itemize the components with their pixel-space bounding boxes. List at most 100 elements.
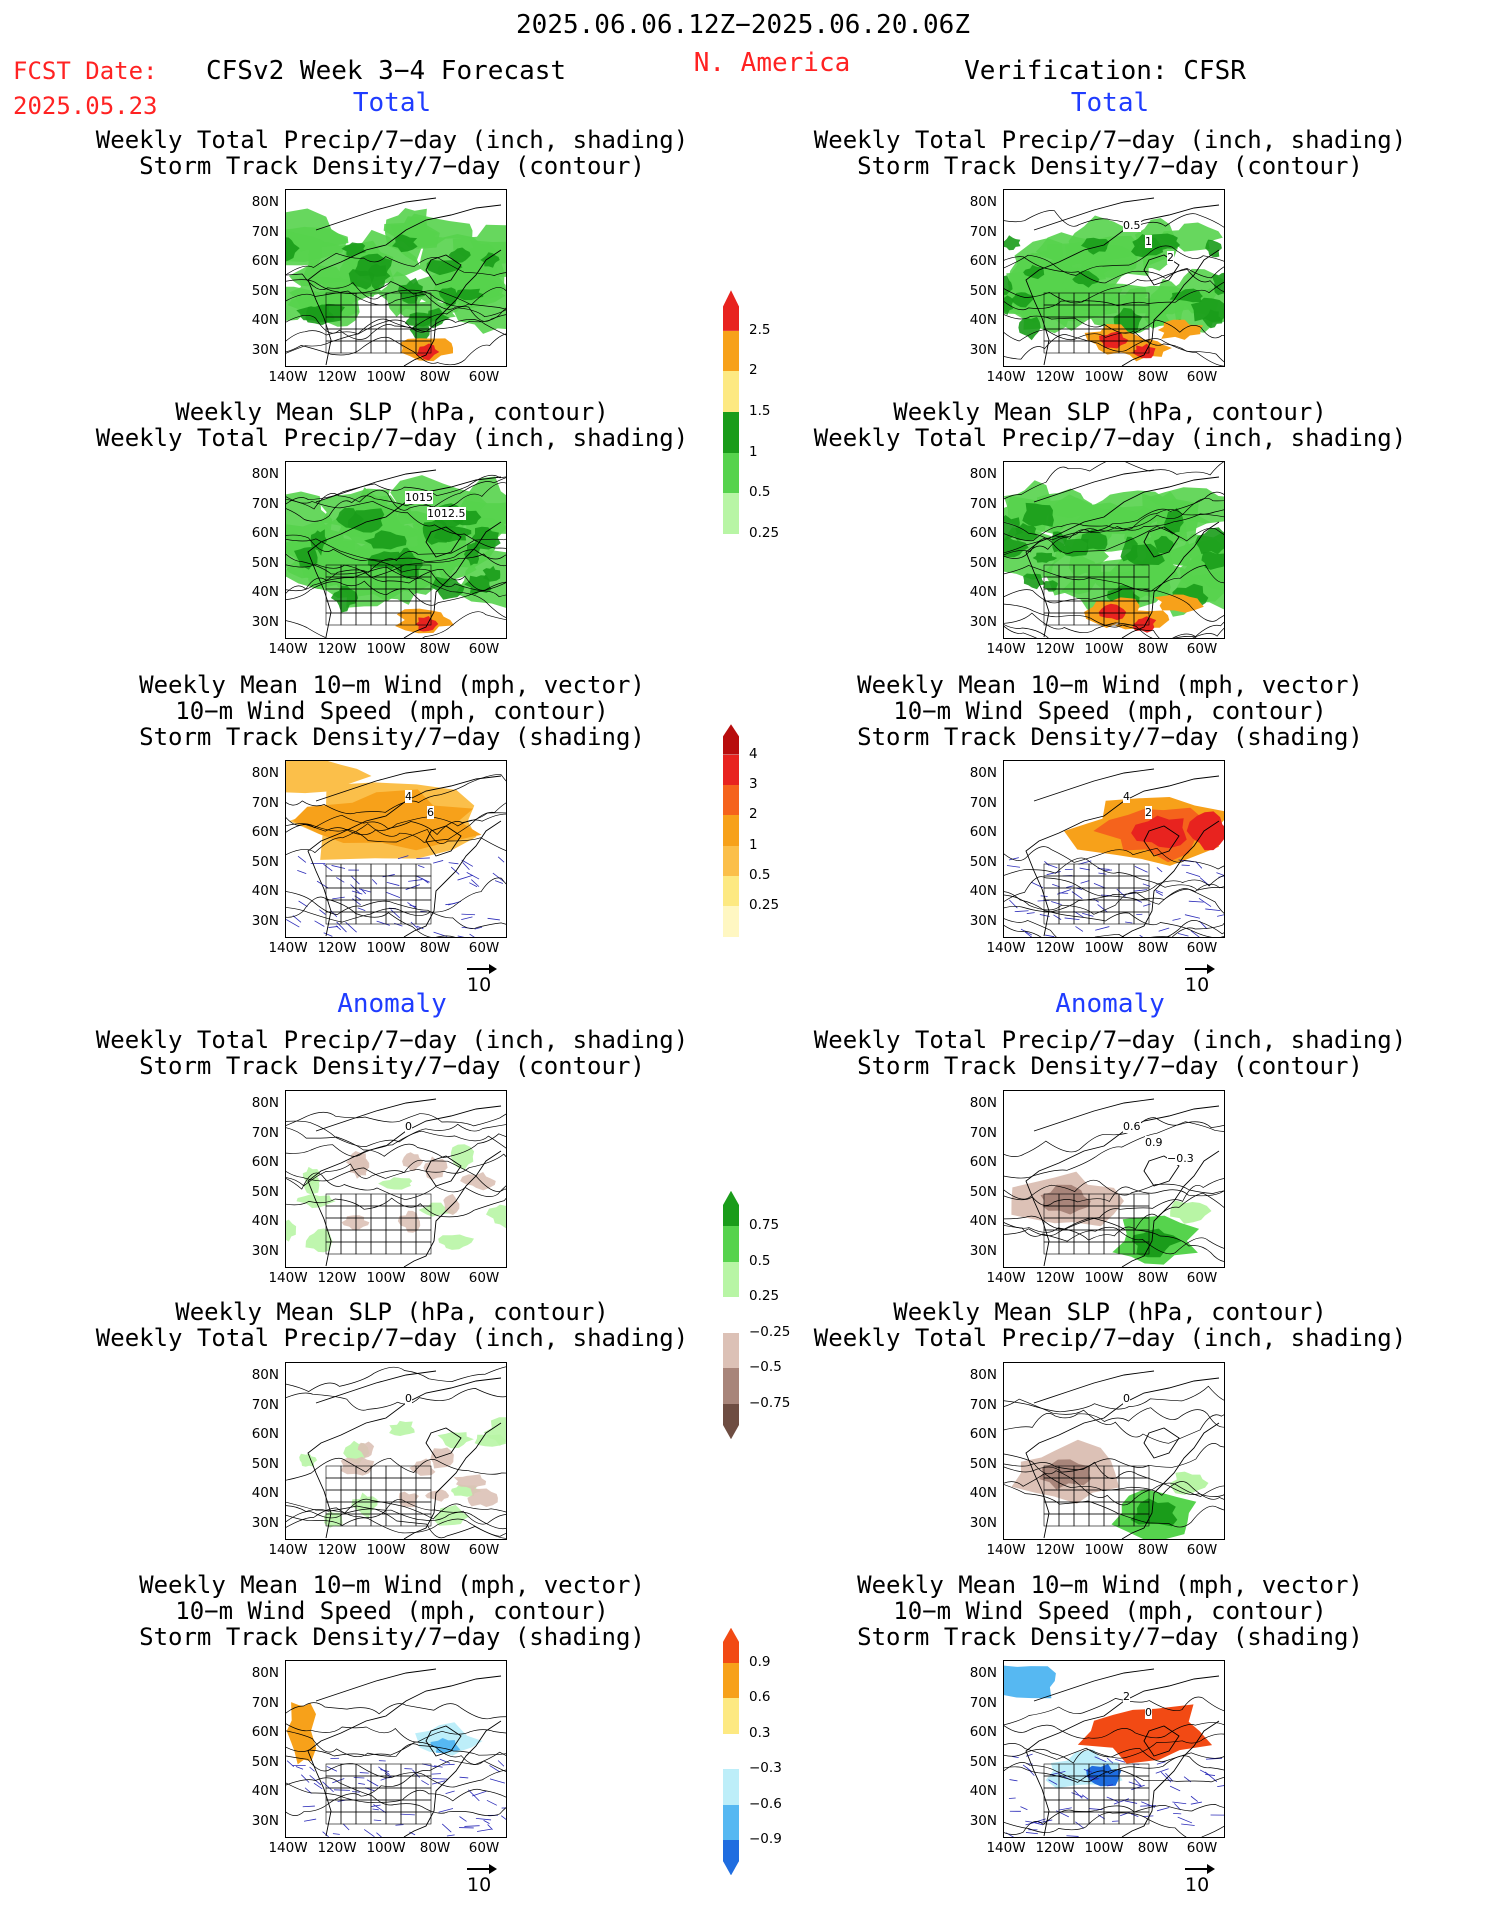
lon-tick-label: 80W	[419, 641, 451, 657]
colorbar-swatch	[723, 412, 739, 453]
panel-title-line: Weekly Total Precip/7−day (inch, shading…	[95, 1026, 689, 1054]
lon-tick-label: 100W	[1084, 1270, 1124, 1286]
lat-tick-label: 30N	[251, 1514, 279, 1531]
colorbar-swatch	[723, 1297, 739, 1333]
lat-tick-label: 40N	[251, 584, 279, 600]
colorbar-label: 0.25	[749, 1288, 780, 1305]
lat-tick-label: 50N	[251, 554, 279, 571]
colorbar-swatch	[723, 1226, 739, 1262]
lat-tick-label: 30N	[969, 912, 997, 929]
reference-vector: 10	[1185, 1864, 1215, 1896]
lat-tick-label: 30N	[969, 613, 997, 630]
lon-tick-label: 100W	[366, 1270, 406, 1286]
lat-tick-label: 30N	[969, 1514, 997, 1531]
lon-tick-label: 120W	[317, 1270, 357, 1286]
lon-tick-label: 140W	[986, 1270, 1026, 1286]
section-total-left: Total	[352, 88, 432, 118]
lon-tick-label: 120W	[1035, 940, 1075, 956]
forecast-map	[285, 461, 507, 639]
lon-tick-label: 60W	[1186, 940, 1218, 956]
colorbar-swatch	[723, 1839, 739, 1876]
reference-vector-label: 10	[1185, 974, 1210, 996]
panel-title-line: Weekly Total Precip/7−day (inch, shading…	[95, 1324, 689, 1352]
panel-title-line: Weekly Mean 10−m Wind (mph, vector)	[857, 671, 1363, 699]
lat-tick-label: 70N	[251, 1694, 279, 1711]
lat-tick-label: 30N	[251, 613, 279, 630]
lat-tick-label: 70N	[251, 794, 279, 811]
colorbar-label: 2	[749, 806, 758, 823]
lat-tick-label: 70N	[251, 1396, 279, 1413]
section-total-right: Total	[1070, 88, 1150, 118]
contour-label: 2	[1123, 1690, 1130, 1703]
contour-label: 2	[1167, 251, 1174, 264]
forecast-map	[285, 760, 507, 938]
panel-title-line: Weekly Total Precip/7−day (inch, shading…	[813, 1026, 1407, 1054]
lon-tick-label: 100W	[366, 641, 406, 657]
reference-vector-label: 10	[467, 1874, 492, 1896]
lon-tick-label: 140W	[268, 940, 308, 956]
verification-map	[1003, 760, 1225, 938]
lat-tick-label: 40N	[251, 883, 279, 899]
colorbar-label: 0.5	[749, 484, 771, 501]
colorbar-label: 0.75	[749, 1217, 780, 1234]
lat-tick-label: 70N	[251, 1124, 279, 1141]
lon-tick-label: 60W	[468, 940, 500, 956]
colorbar-swatch	[723, 1733, 739, 1770]
colorbar-label: 4	[749, 745, 758, 762]
lon-tick-label: 100W	[366, 1840, 406, 1856]
lon-tick-label: 60W	[1186, 641, 1218, 657]
panel-title-line: Storm Track Density/7−day (shading)	[857, 1623, 1363, 1651]
colorbar-swatch	[723, 1332, 739, 1369]
panel-title-line: Weekly Mean SLP (hPa, contour)	[893, 1298, 1327, 1326]
lon-tick-label: 140W	[986, 641, 1026, 657]
lat-tick-label: 60N	[251, 525, 279, 541]
lon-tick-label: 120W	[1035, 1270, 1075, 1286]
colorbar-label: −0.6	[749, 1795, 782, 1812]
lon-tick-label: 120W	[1035, 641, 1075, 657]
section-anomaly-left: Anomaly	[337, 989, 447, 1019]
panel-title-line: Weekly Total Precip/7−day (inch, shading…	[813, 1324, 1407, 1352]
reference-vector: 10	[1185, 964, 1215, 996]
lon-tick-label: 80W	[1137, 1840, 1169, 1856]
colorbar-label: 0.6	[749, 1689, 771, 1706]
colorbar-swatch	[723, 1804, 739, 1840]
contour-label: 0	[405, 1120, 412, 1133]
contour-label: 1012.5	[427, 507, 466, 520]
lon-tick-label: 100W	[366, 369, 406, 385]
colorbar-label: 1.5	[749, 403, 771, 419]
lon-tick-label: 120W	[317, 1840, 357, 1856]
lon-tick-label: 80W	[1137, 369, 1169, 385]
colorbar-swatch	[723, 1190, 739, 1227]
lon-tick-label: 60W	[1186, 369, 1218, 385]
lat-tick-label: 40N	[969, 584, 997, 600]
lon-tick-label: 60W	[1186, 1542, 1218, 1558]
lon-tick-label: 60W	[468, 1542, 500, 1558]
contour-label: 0	[405, 1392, 412, 1405]
verification-map	[1003, 1660, 1225, 1838]
lat-tick-label: 50N	[969, 853, 997, 870]
colorbar-storm_total: 4 3 2 1 0.5 0.25	[723, 709, 779, 952]
colorbar-label: 3	[749, 775, 758, 792]
colorbar-label: 0.5	[749, 1252, 771, 1269]
lat-tick-label: 40N	[251, 312, 279, 328]
lat-tick-label: 60N	[969, 1426, 997, 1442]
lon-tick-label: 120W	[317, 1542, 357, 1558]
lat-tick-label: 60N	[969, 253, 997, 269]
panel-title-line: Weekly Total Precip/7−day (inch, shading…	[813, 126, 1407, 154]
panel-title-line: Storm Track Density/7−day (contour)	[139, 1052, 645, 1080]
lat-tick-label: 80N	[251, 1367, 279, 1383]
lon-tick-label: 120W	[1035, 1542, 1075, 1558]
panel-title-line: Storm Track Density/7−day (contour)	[857, 1052, 1363, 1080]
lon-tick-label: 80W	[419, 1840, 451, 1856]
lat-tick-label: 50N	[251, 282, 279, 299]
panel-title-line: Weekly Total Precip/7−day (inch, shading…	[95, 424, 689, 452]
colorbar-swatch	[723, 1368, 739, 1404]
lon-tick-label: 120W	[317, 641, 357, 657]
colorbar-swatch	[723, 845, 739, 877]
panel-title-line: 10−m Wind Speed (mph, contour)	[893, 1597, 1327, 1625]
colorbar-storm_anom: 0.9 0.6 0.3 −0.3 −0.6 −0.9	[723, 1610, 782, 1893]
lat-tick-label: 70N	[969, 1396, 997, 1413]
colorbar-label: 0.25	[749, 897, 780, 914]
lon-tick-label: 140W	[986, 1840, 1026, 1856]
reference-vector: 10	[467, 964, 497, 996]
